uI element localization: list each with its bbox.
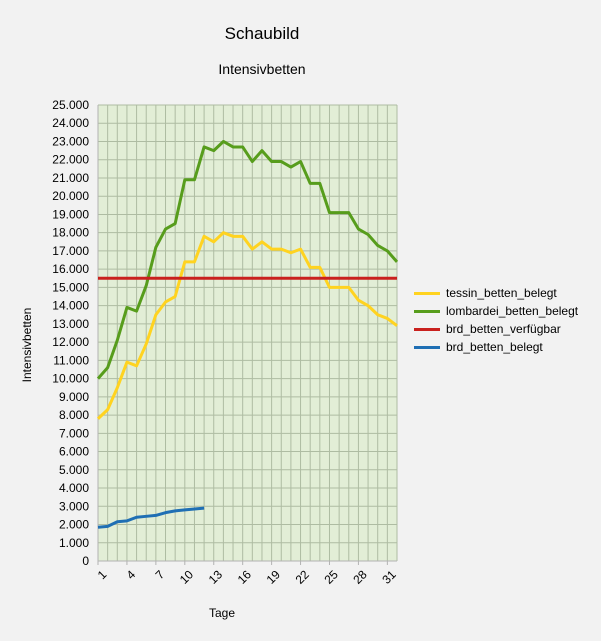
x-tick-label: 13 — [206, 567, 226, 587]
y-tick-label: 15.000 — [52, 280, 89, 294]
legend-label: brd_betten_belegt — [446, 340, 543, 354]
plot-area — [98, 105, 397, 561]
y-tick-label: 14.000 — [52, 299, 89, 313]
legend-item: brd_betten_belegt — [414, 338, 578, 356]
y-tick-label: 0 — [82, 554, 89, 568]
series-line — [96, 231, 398, 420]
y-tick-label: 5.000 — [59, 463, 89, 477]
chart-subtitle: Intensivbetten — [218, 61, 306, 77]
y-tick-label: 25.000 — [52, 98, 89, 112]
y-tick-label: 13.000 — [52, 317, 89, 331]
y-tick-label: 24.000 — [52, 116, 89, 130]
y-tick-label: 23.000 — [52, 134, 89, 148]
series-line — [97, 506, 205, 529]
x-tick-label: 16 — [235, 567, 255, 587]
y-tick-label: 18.000 — [52, 226, 89, 240]
legend-item: brd_betten_verfügbar — [414, 320, 578, 338]
y-tick-label: 11.000 — [53, 353, 89, 367]
y-tick-label: 21.000 — [52, 171, 89, 185]
y-tick-label: 12.000 — [52, 335, 89, 349]
x-tick-label: 10 — [177, 567, 197, 587]
y-tick-label: 3.000 — [59, 499, 89, 513]
legend-item: tessin_betten_belegt — [414, 284, 578, 302]
y-tick-label: 22.000 — [52, 153, 89, 167]
legend-swatch — [414, 327, 440, 331]
x-tick-label: 19 — [264, 567, 284, 587]
y-tick-label: 4.000 — [59, 481, 89, 495]
chart-title: Schaubild — [224, 24, 300, 43]
y-tick-label: 16.000 — [52, 262, 89, 276]
x-tick-label: 31 — [379, 567, 399, 587]
legend-label: tessin_betten_belegt — [446, 286, 557, 300]
x-tick-label: 22 — [293, 567, 313, 587]
legend-swatch — [414, 309, 440, 313]
legend-label: lombardei_betten_belegt — [446, 304, 579, 318]
legend-swatch — [414, 291, 440, 295]
x-axis-title: Tage — [208, 606, 236, 620]
y-tick-label: 2.000 — [59, 518, 89, 532]
y-tick-label: 8.000 — [59, 408, 89, 422]
x-tick-label: 25 — [321, 567, 341, 587]
legend-label: brd_betten_verfügbar — [446, 322, 561, 336]
y-tick-label: 19.000 — [52, 207, 89, 221]
legend-swatch — [414, 345, 440, 349]
x-tick-label: 28 — [350, 567, 370, 587]
legend-item: lombardei_betten_belegt — [414, 302, 578, 320]
x-tick-label: 4 — [124, 567, 139, 582]
y-tick-label: 7.000 — [59, 426, 89, 440]
y-tick-label: 10.000 — [52, 372, 89, 386]
y-tick-label: 20.000 — [52, 189, 89, 203]
y-tick-label: 9.000 — [59, 390, 89, 404]
legend: tessin_betten_belegt lombardei_betten_be… — [414, 284, 578, 356]
x-tick-label: 1 — [95, 567, 110, 582]
y-tick-label: 17.000 — [52, 244, 89, 258]
y-tick-label: 1.000 — [59, 536, 89, 550]
y-tick-label: 6.000 — [59, 445, 89, 459]
x-tick-label: 7 — [153, 567, 168, 582]
